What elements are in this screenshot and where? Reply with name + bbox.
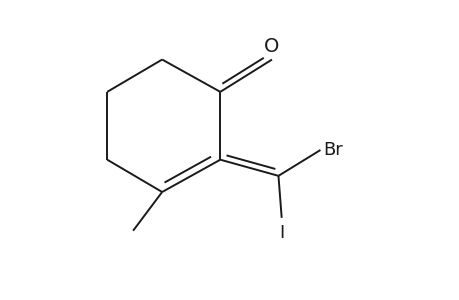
Text: I: I — [279, 224, 284, 242]
Text: Br: Br — [323, 141, 343, 159]
Text: O: O — [264, 37, 279, 56]
